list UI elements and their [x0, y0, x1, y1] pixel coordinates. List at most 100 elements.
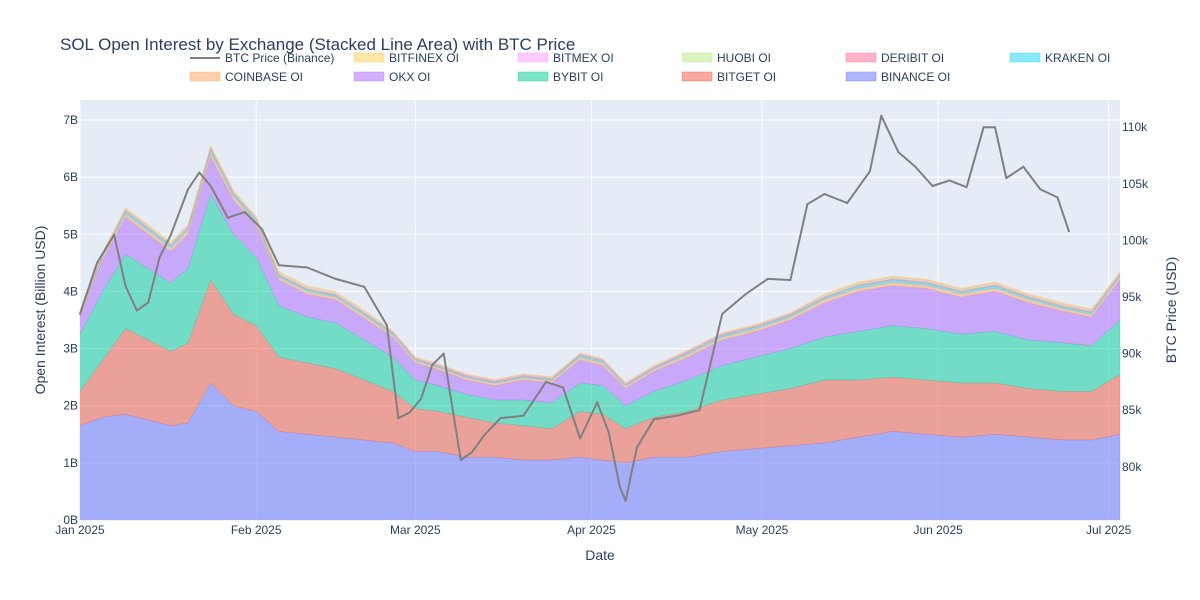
- legend-label: KRAKEN OI: [1045, 51, 1110, 65]
- btc-price-point: [624, 499, 627, 502]
- legend-label: BINANCE OI: [881, 70, 950, 84]
- btc-price-point: [823, 193, 826, 195]
- legend[interactable]: BTC Price (Binance) BITFINEX OI BITMEX OI H…: [189, 51, 1110, 84]
- btc-price-point: [277, 264, 280, 267]
- btc-price-point: [187, 188, 189, 191]
- y-tick-label: 1B: [63, 456, 78, 470]
- btc-price-point: [471, 451, 474, 454]
- btc-price-point: [965, 186, 968, 189]
- btc-price-point: [135, 309, 138, 312]
- y2-tick-label: 80k: [1122, 460, 1142, 474]
- legend-item[interactable]: DERIBIT OI: [845, 51, 944, 65]
- legend-label: BITMEX OI: [553, 51, 614, 65]
- btc-price-point: [948, 179, 951, 182]
- area-okx-oi: [79, 156, 1121, 406]
- btc-price-point: [420, 397, 422, 400]
- legend-label: HUOBI OI: [717, 51, 771, 65]
- btc-price-point: [79, 313, 81, 315]
- y-tick-label: 0B: [63, 513, 78, 527]
- y-tick-label: 6B: [63, 170, 78, 184]
- legend-item[interactable]: BITGET OI: [681, 70, 776, 84]
- btc-price-point: [482, 435, 485, 438]
- btc-price-point: [363, 285, 366, 288]
- legend-swatch: [517, 52, 549, 63]
- x-tick-label: Jan 2025: [55, 523, 105, 537]
- legend-label: BITGET OI: [717, 70, 776, 84]
- legend-item[interactable]: BITFINEX OI: [353, 51, 459, 65]
- btc-price-point: [442, 352, 445, 355]
- legend-item[interactable]: BYBIT OI: [517, 70, 603, 84]
- y-tick-label: 5B: [63, 227, 78, 241]
- btc-price-point: [743, 293, 746, 296]
- x-tick-label: Mar 2025: [390, 523, 441, 537]
- y-tick-label: 2B: [63, 399, 78, 413]
- btc-price-point: [306, 266, 309, 269]
- btc-price-point: [1022, 165, 1025, 168]
- legend-swatch: [517, 71, 549, 82]
- x-tick-label: Jul 2025: [1086, 523, 1132, 537]
- y2-tick-label: 105k: [1122, 177, 1149, 191]
- area-bitmex-oi: [79, 145, 1121, 384]
- legend-swatch: [845, 52, 877, 63]
- btc-price-point: [260, 228, 263, 231]
- btc-price-point: [397, 417, 400, 420]
- btc-price-point: [880, 114, 883, 117]
- y2-tick-label: 100k: [1122, 233, 1149, 247]
- btc-price-point: [931, 185, 934, 187]
- legend-swatch: [189, 71, 221, 82]
- btc-price-point: [124, 284, 127, 287]
- btc-price-point: [579, 437, 582, 440]
- btc-price-point: [113, 233, 116, 236]
- btc-layer: [79, 114, 1070, 502]
- btc-price-point: [806, 203, 809, 206]
- y2-tick-label: 110k: [1122, 120, 1148, 134]
- axis-layer: 0B 1B 2B 3B 4B 5B 6B 7B Jan 2025 Feb 2025 Mar 2025…: [55, 113, 1149, 537]
- btc-price-point: [698, 409, 701, 412]
- legend-swatch: [353, 52, 385, 63]
- btc-price-point: [522, 414, 525, 417]
- btc-price-point: [334, 277, 337, 280]
- btc-price-point: [408, 411, 411, 414]
- btc-price-point: [545, 380, 547, 383]
- x-axis-title: Date: [585, 547, 615, 563]
- y-tick-label: 3B: [63, 342, 78, 356]
- y2-tick-label: 95k: [1122, 290, 1142, 304]
- area-bitfinex-oi: [79, 144, 1121, 384]
- y-axis-title: Open Interest (Billion USD): [32, 226, 48, 395]
- area-layer: [79, 144, 1121, 521]
- legend-item[interactable]: BINANCE OI: [845, 70, 950, 84]
- btc-price-point: [994, 126, 996, 129]
- legend-item[interactable]: BITMEX OI: [517, 51, 614, 65]
- area-huobi-oi: [79, 146, 1121, 385]
- legend-label: OKX OI: [389, 70, 430, 84]
- btc-price-point: [607, 430, 610, 433]
- btc-price-point: [1067, 230, 1070, 233]
- legend-label: COINBASE OI: [225, 70, 303, 84]
- x-tick-label: May 2025: [736, 523, 789, 537]
- legend-item[interactable]: BTC Price (Binance): [190, 51, 334, 65]
- legend-item[interactable]: OKX OI: [353, 70, 430, 84]
- legend-item[interactable]: KRAKEN OI: [1009, 51, 1110, 65]
- btc-price-point: [209, 185, 212, 187]
- x-tick-label: Feb 2025: [231, 523, 282, 537]
- btc-price-point: [431, 363, 434, 366]
- btc-price-point: [96, 262, 98, 264]
- legend-label: DERIBIT OI: [881, 51, 944, 65]
- y2-tick-label: 85k: [1122, 403, 1142, 417]
- legend-swatch: [353, 71, 385, 82]
- legend-swatch: [681, 52, 713, 63]
- btc-price-point: [721, 313, 724, 315]
- btc-price-point: [499, 417, 502, 420]
- legend-item[interactable]: HUOBI OI: [681, 51, 771, 65]
- btc-price-point: [789, 279, 792, 281]
- btc-price-point: [868, 170, 871, 173]
- btc-price-point: [618, 486, 621, 489]
- legend-swatch: [681, 71, 713, 82]
- legend-swatch: [1009, 52, 1041, 63]
- legend-item[interactable]: COINBASE OI: [189, 70, 303, 84]
- btc-price-point: [766, 277, 769, 280]
- x-tick-label: Apr 2025: [567, 523, 616, 537]
- btc-price-point: [147, 301, 150, 304]
- btc-price-point: [158, 256, 161, 259]
